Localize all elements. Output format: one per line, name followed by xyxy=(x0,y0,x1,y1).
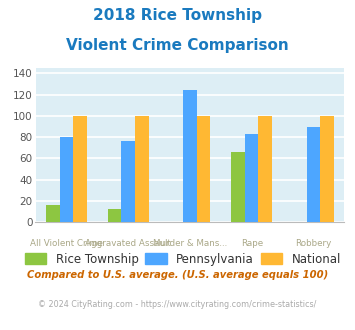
Bar xyxy=(245,134,258,222)
Text: © 2024 CityRating.com - https://www.cityrating.com/crime-statistics/: © 2024 CityRating.com - https://www.city… xyxy=(38,300,317,309)
Text: Violent Crime Comparison: Violent Crime Comparison xyxy=(66,38,289,53)
Bar xyxy=(60,137,73,222)
Text: 2018 Rice Township: 2018 Rice Township xyxy=(93,8,262,23)
Bar xyxy=(121,141,135,222)
Bar xyxy=(46,205,60,222)
Bar xyxy=(73,116,87,222)
Bar xyxy=(231,152,245,222)
Bar xyxy=(320,116,334,222)
Text: All Violent Crime: All Violent Crime xyxy=(30,239,103,248)
Text: Murder & Mans...: Murder & Mans... xyxy=(153,239,227,248)
Bar xyxy=(108,209,121,222)
Bar xyxy=(135,116,148,222)
Bar xyxy=(183,90,197,222)
Text: Robbery: Robbery xyxy=(295,239,332,248)
Text: Aggravated Assault: Aggravated Assault xyxy=(85,239,171,248)
Bar xyxy=(258,116,272,222)
Text: Rape: Rape xyxy=(241,239,263,248)
Text: Compared to U.S. average. (U.S. average equals 100): Compared to U.S. average. (U.S. average … xyxy=(27,270,328,280)
Bar xyxy=(197,116,210,222)
Legend: Rice Township, Pennsylvania, National: Rice Township, Pennsylvania, National xyxy=(20,248,346,270)
Bar xyxy=(307,127,320,222)
